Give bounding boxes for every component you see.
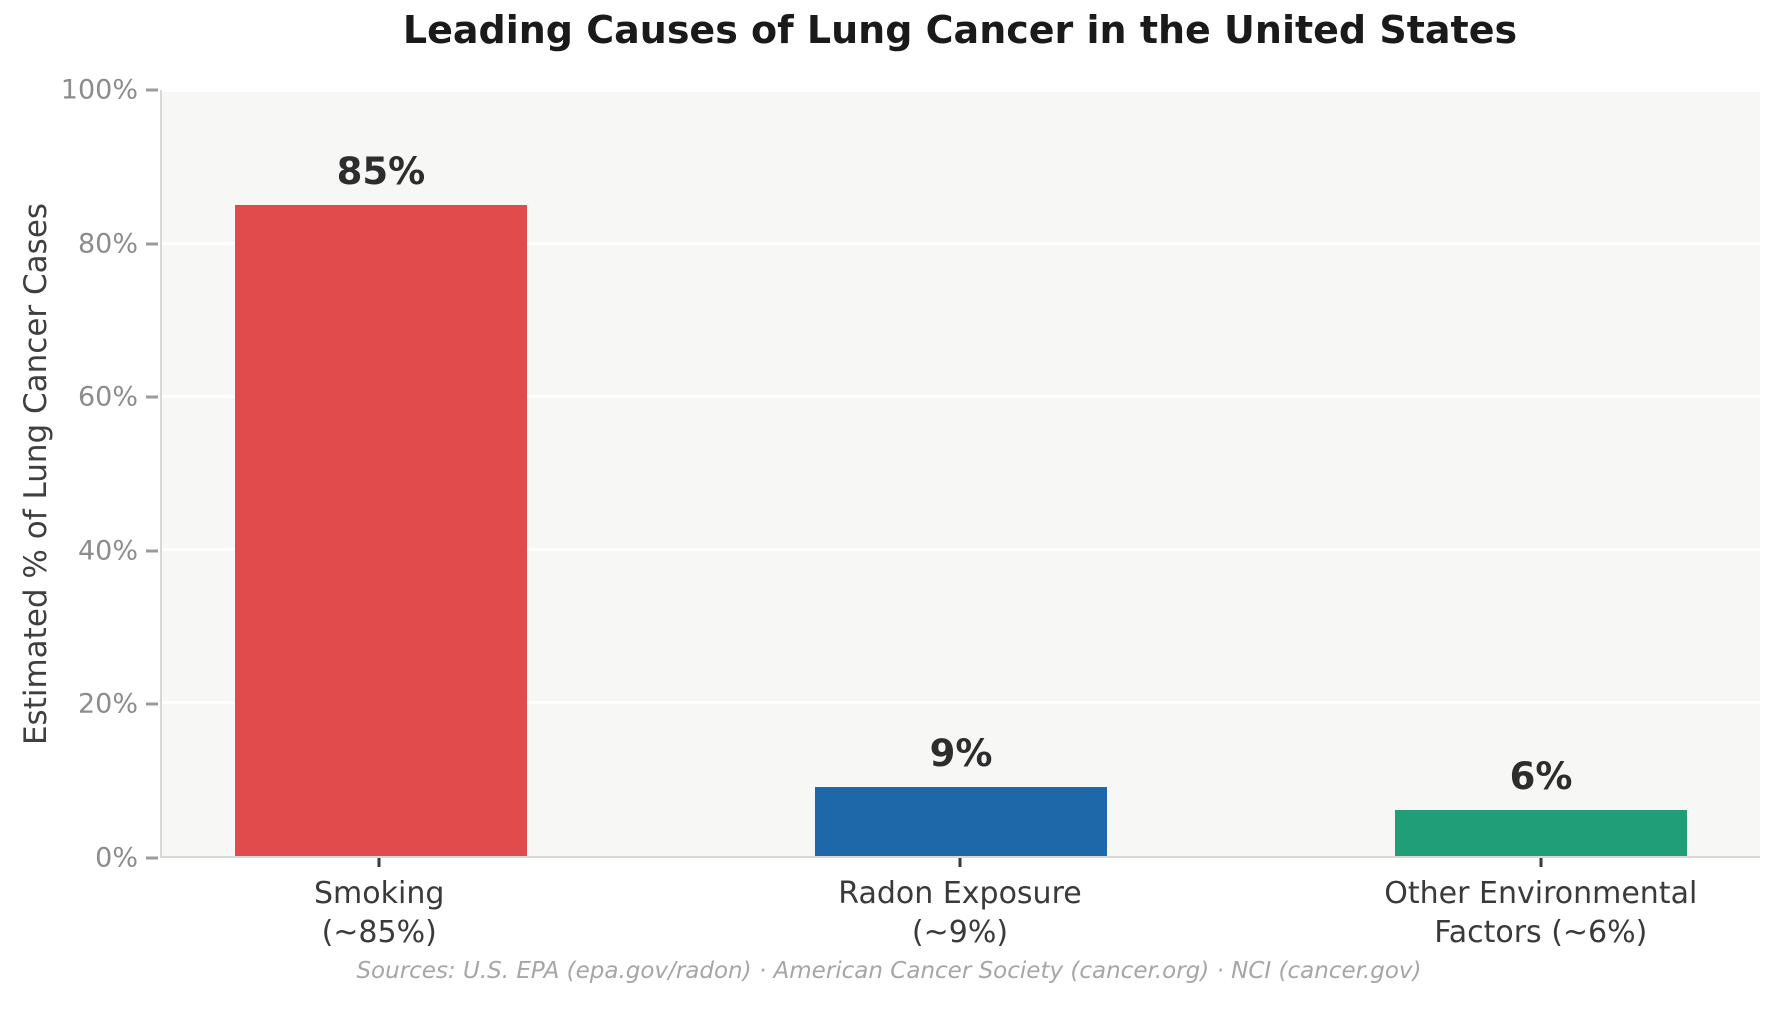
gridline bbox=[162, 241, 1760, 245]
x-tick-mark bbox=[1539, 858, 1543, 867]
y-tick-mark bbox=[146, 702, 158, 706]
x-tick-label-line: (~85%) bbox=[321, 915, 437, 950]
x-tick-label-line: Other Environmental bbox=[1384, 876, 1698, 911]
x-axis-ticks: Smoking (~85%) Radon Exposure (~9%) Other En… bbox=[160, 858, 1760, 978]
x-tick-label-other-environmental: Other Environmental Factors (~6%) bbox=[1384, 874, 1697, 952]
chart-title: Leading Causes of Lung Cancer in the Uni… bbox=[402, 8, 1518, 52]
x-tick-label-smoking: Smoking (~85%) bbox=[314, 874, 444, 952]
bar-value-label-other-environmental: 6% bbox=[1509, 755, 1573, 799]
source-note: Sources: U.S. EPA (epa.gov/radon) · Amer… bbox=[356, 958, 1422, 984]
y-tick-label: 40% bbox=[77, 535, 138, 567]
gridline bbox=[162, 88, 1760, 92]
bar-smoking bbox=[234, 204, 528, 856]
y-tick-label: 0% bbox=[95, 842, 138, 874]
x-tick-label-line: (~9%) bbox=[911, 915, 1009, 950]
y-tick-mark bbox=[146, 88, 158, 92]
bar-other-environmental bbox=[1394, 810, 1688, 856]
y-tick-mark bbox=[146, 549, 158, 553]
y-tick-mark bbox=[146, 856, 158, 860]
y-tick-mark bbox=[146, 242, 158, 246]
y-tick-label: 80% bbox=[77, 228, 138, 260]
x-tick-mark bbox=[377, 858, 381, 867]
plot-area: 85% 9% 6% bbox=[160, 88, 1760, 858]
x-tick-label-line: Smoking bbox=[313, 876, 445, 911]
x-tick-label-radon-exposure: Radon Exposure (~9%) bbox=[838, 874, 1081, 952]
gridline bbox=[162, 548, 1760, 552]
x-tick-label-line: Factors (~6%) bbox=[1434, 915, 1648, 950]
bar-radon-exposure bbox=[814, 787, 1108, 856]
gridline bbox=[162, 701, 1760, 705]
x-tick-mark bbox=[958, 858, 962, 867]
y-tick-label: 100% bbox=[60, 74, 138, 106]
bar-value-label-smoking: 85% bbox=[336, 149, 426, 193]
gridline bbox=[162, 394, 1760, 398]
bar-value-label-radon-exposure: 9% bbox=[929, 732, 993, 776]
y-tick-mark bbox=[146, 395, 158, 399]
y-tick-label: 60% bbox=[77, 381, 138, 413]
x-tick-label-line: Radon Exposure bbox=[838, 876, 1082, 911]
y-tick-label: 20% bbox=[77, 688, 138, 720]
